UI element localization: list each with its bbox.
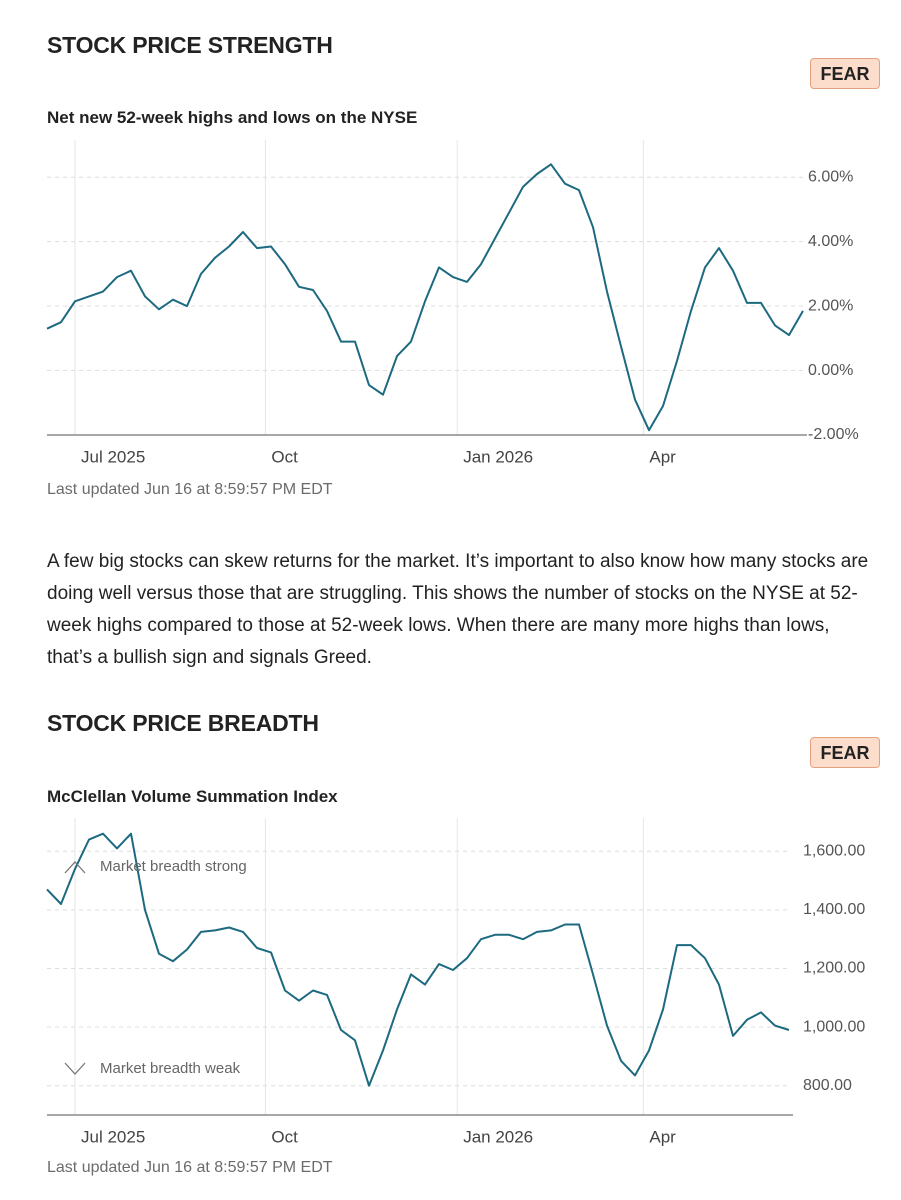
y-tick-label: 2.00% <box>808 297 853 314</box>
last-updated: Last updated Jun 16 at 8:59:57 PM EDT <box>47 1159 333 1176</box>
y-tick-label: 1,600.00 <box>803 843 865 860</box>
section-heading: STOCK PRICE STRENGTH <box>47 32 333 58</box>
x-tick-label: Jul 2025 <box>81 1127 145 1146</box>
annotation-arrow <box>64 861 86 874</box>
chart: Jul 2025 Oct Jan 2026 Apr 800.00 1,000.00 1,20… <box>46 818 865 1146</box>
sentiment-badge: FEAR <box>810 58 880 89</box>
sentiment-badge: FEAR <box>810 737 880 768</box>
data-line <box>46 163 804 432</box>
x-tick-label: Jul 2025 <box>81 447 145 466</box>
x-tick-label: Oct <box>271 447 298 466</box>
description: A few big stocks can skew returns for th… <box>47 551 869 668</box>
y-tick-label: -2.00% <box>808 426 859 443</box>
section-heading: STOCK PRICE BREADTH <box>47 710 319 736</box>
data-line <box>46 832 790 1087</box>
x-tick-label: Jan 2026 <box>463 447 533 466</box>
y-tick-label: 6.00% <box>808 168 853 185</box>
y-tick-label: 1,000.00 <box>803 1018 865 1035</box>
x-tick-label: Apr <box>649 447 676 466</box>
last-updated: Last updated Jun 16 at 8:59:57 PM EDT <box>47 481 333 498</box>
y-tick-label: 800.00 <box>803 1077 852 1094</box>
chart-title: Net new 52-week highs and lows on the NY… <box>47 108 418 127</box>
annotation: Market breadth strong <box>100 858 247 875</box>
y-tick-label: 0.00% <box>808 362 853 379</box>
chart-title: McClellan Volume Summation Index <box>47 787 338 806</box>
x-tick-label: Apr <box>649 1127 676 1146</box>
y-tick-label: 4.00% <box>808 233 853 250</box>
chart: Jul 2025 Oct Jan 2026 Apr -2.00% 0.00% 2.00% 4.… <box>46 140 859 466</box>
x-tick-label: Oct <box>271 1127 298 1146</box>
x-tick-label: Jan 2026 <box>463 1127 533 1146</box>
y-tick-label: 1,200.00 <box>803 960 865 977</box>
annotation-arrow <box>64 1062 86 1075</box>
annotation: Market breadth weak <box>100 1060 241 1077</box>
y-tick-label: 1,400.00 <box>803 901 865 918</box>
